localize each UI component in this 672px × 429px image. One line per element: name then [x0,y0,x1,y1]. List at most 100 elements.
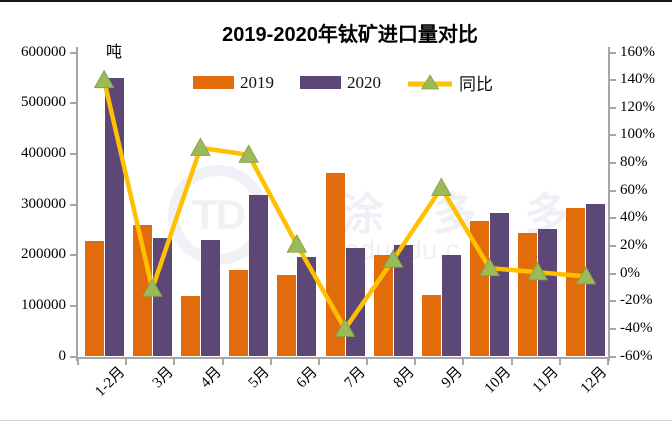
x-axis-label-1-2月: 1-2月 [92,364,129,401]
bar-2020-9月 [441,254,461,357]
right-axis-line [608,47,610,361]
bar-2020-6月 [297,256,317,357]
x-axis-label-6月: 6月 [293,364,322,392]
bar-2019-4月 [180,295,200,357]
x-axis-tick [317,358,320,365]
bar-2020-8月 [393,245,413,357]
bottom-divider [0,420,672,421]
x-axis-label-10月: 10月 [481,364,514,397]
right-axis-tick [610,189,616,192]
bar-2019-10月 [470,220,490,357]
x-axis-tick [414,358,417,365]
right-axis-tick [610,244,616,247]
legend-item-yoy: 同比 [407,70,493,95]
right-axis-tick-label: 40% [620,209,648,226]
x-axis-tick [173,358,176,365]
x-axis-tick [125,358,128,365]
legend-item-2020: 2020 [300,73,381,93]
bar-2020-3月 [152,237,172,357]
legend-label-yoy: 同比 [459,75,493,94]
bar-2020-5月 [249,194,269,357]
bar-2019-8月 [373,255,393,357]
right-axis-tick [610,217,616,220]
x-axis-label-5月: 5月 [245,364,273,392]
legend-label-2020: 2020 [347,72,381,92]
right-axis-tick-label: 160% [620,43,655,60]
right-axis-tick [610,134,616,137]
right-axis-tick [610,272,616,275]
x-axis-tick [221,358,224,365]
x-axis-label-3月: 3月 [149,364,177,392]
left-axis-unit-label: 吨 [106,44,123,61]
left-axis-tick-label: 100000 [21,296,66,313]
x-axis-tick [607,358,609,365]
right-axis-tick-label: 20% [620,236,648,253]
bar-2020-11月 [538,229,558,357]
left-axis-tick-label: 0 [58,347,67,364]
chart-title: 2019-2020年钛矿进口量对比 [222,24,478,46]
right-axis-tick-label: 0% [620,264,640,281]
left-axis-tick-label: 600000 [21,43,66,60]
left-axis-tick [70,254,76,257]
legend-label-2019: 2019 [240,72,274,92]
bar-2019-12月 [566,207,586,357]
left-axis-tick [70,102,76,105]
right-axis-tick-label: -60% [620,347,653,364]
left-axis-tick-label: 400000 [21,144,66,161]
right-axis-tick-label: 120% [620,98,655,115]
bar-2019-6月 [277,274,297,357]
x-axis-tick [77,358,79,365]
left-axis-tick [70,355,76,358]
right-axis-tick [610,162,616,165]
bar-2019-7月 [325,173,345,357]
bar-2020-7月 [345,248,365,357]
x-axis-tick [558,358,561,365]
x-axis-label-11月: 11月 [529,364,563,397]
right-axis-tick-label: 100% [620,126,655,143]
right-axis-tick [610,106,616,109]
x-axis-label-9月: 9月 [438,364,466,392]
bar-2019-9月 [421,294,441,357]
right-axis-tick-label: 60% [620,181,648,198]
right-axis-tick [610,355,616,358]
right-axis-tick [610,300,616,303]
bar-2020-12月 [586,203,606,357]
yoy-marker-6月 [286,234,308,253]
bar-2019-11月 [518,232,538,357]
x-axis-tick [510,358,513,365]
bar-2020-4月 [200,239,220,357]
legend-item-2019: 2019 [193,73,274,93]
watermark-logo-text: TD [192,191,246,238]
legend-swatch-2020 [300,76,341,89]
bar-2020-10月 [490,212,510,357]
x-axis-label-12月: 12月 [577,364,611,397]
left-axis-tick [70,304,76,307]
top-border [0,0,672,2]
x-axis-tick [462,358,465,365]
right-axis-tick [610,79,616,82]
left-axis-tick [70,51,76,54]
right-axis-tick-label: -40% [620,319,653,336]
left-axis-tick-label: 300000 [21,195,66,212]
bar-2019-3月 [132,224,152,357]
right-axis-tick-label: 140% [620,71,655,88]
yoy-marker-5月 [238,144,259,163]
x-axis-tick [366,358,369,365]
left-axis-tick [70,203,76,206]
right-axis-tick-label: 80% [620,154,648,171]
right-axis-tick-label: -20% [620,292,653,309]
left-axis-tick [70,152,76,155]
yoy-marker-4月 [190,137,211,156]
x-axis-label-4月: 4月 [197,364,225,392]
x-axis-label-8月: 8月 [390,364,418,392]
legend: 2019 2020 同比 [78,70,608,95]
bar-2019-1-2月 [84,240,104,357]
left-axis-tick-label: 500000 [21,94,66,111]
x-axis-line [76,356,610,359]
x-axis-label-7月: 7月 [342,364,370,392]
x-axis-tick [269,358,272,365]
bar-2020-1-2月 [104,77,124,357]
bar-2019-5月 [229,269,249,357]
legend-yoy-line-marker-icon [407,73,453,92]
